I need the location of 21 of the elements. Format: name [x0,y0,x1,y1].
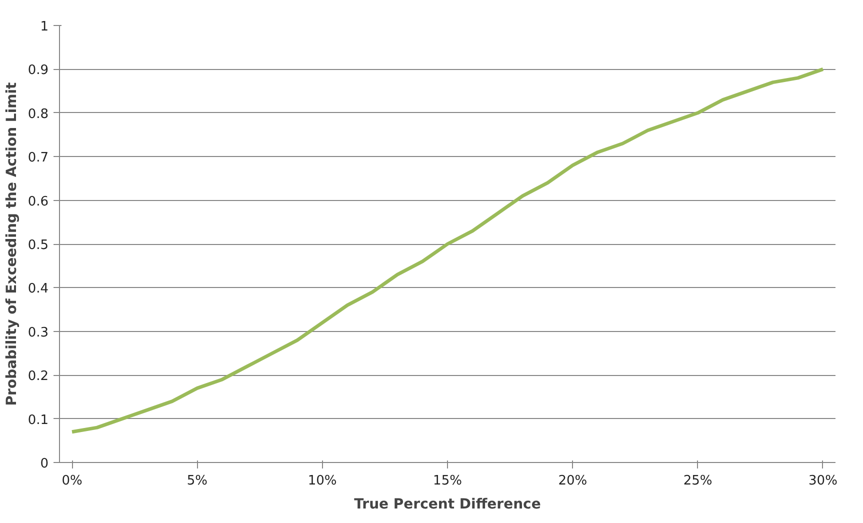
x-tick-label: 25% [683,474,712,488]
x-tick-label: 5% [186,474,208,488]
x-tick-label: 10% [308,474,337,488]
y-tick-label: 1 [40,20,49,34]
x-tick-label: 0% [62,474,82,488]
x-tick-label: 30% [808,474,838,488]
y-axis-title: Probability of Exceeding the Action Limit [4,82,20,406]
y-tick-label: 0.1 [28,412,49,428]
y-tick-label: 0.6 [28,194,49,210]
y-tick-label: 0.2 [28,369,49,384]
x-tick-label: 15% [433,474,462,488]
y-tick-label: 0.8 [28,106,49,122]
y-tick-label: 0.3 [28,325,49,340]
x-tick-label: 20% [558,474,588,488]
y-tick-label: 0 [40,456,49,472]
line-series [70,67,825,434]
y-tick-label: 0.7 [28,150,49,166]
x-axis-title: True Percent Difference [354,496,541,512]
y-tick-label: 0.4 [28,282,49,297]
y-tick-label: 0.5 [28,238,49,253]
y-tick-label: 0.9 [28,63,49,78]
